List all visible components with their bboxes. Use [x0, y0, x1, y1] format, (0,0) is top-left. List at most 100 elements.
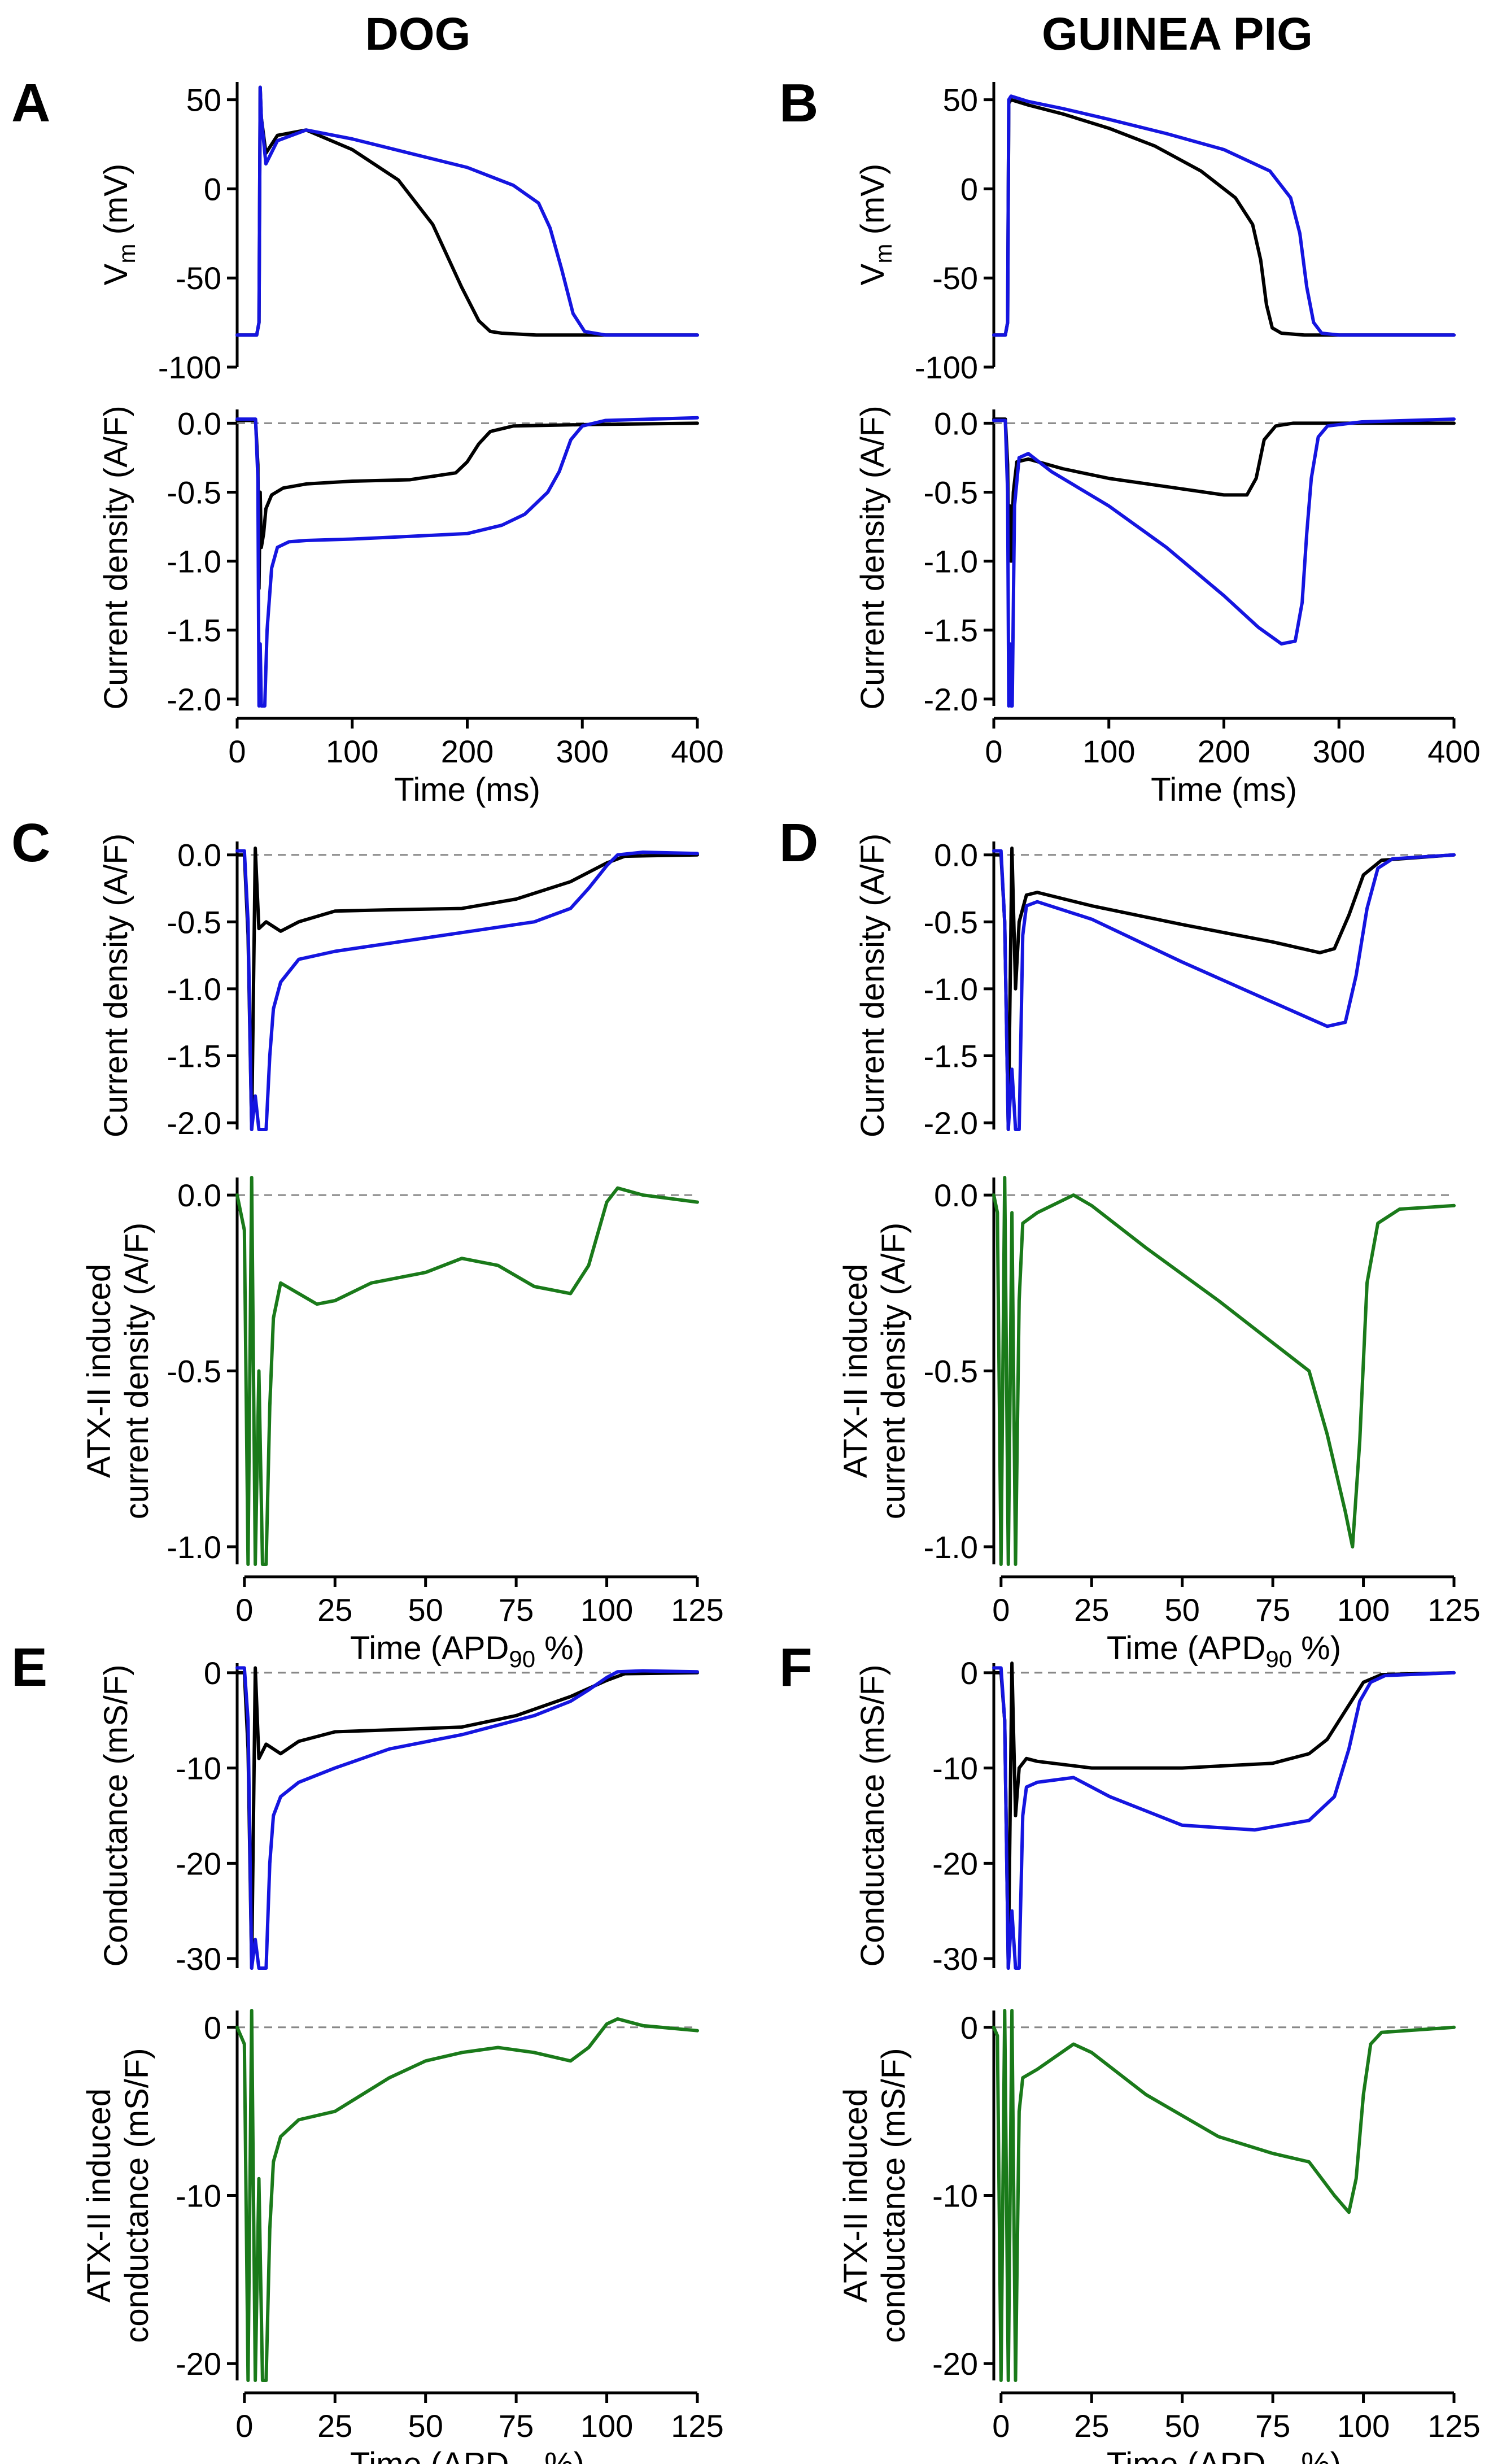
y-tick-label: -1.5 — [924, 1039, 979, 1074]
y-tick-label: -100 — [158, 350, 221, 385]
y-tick-label: -1.0 — [924, 1529, 979, 1565]
y-tick-label: 0.0 — [177, 405, 221, 441]
y-axis-label: ATX-II induced — [837, 2088, 874, 2302]
series-line-atx-ii-induced — [992, 1176, 1456, 1566]
y-tick-label: -100 — [915, 350, 978, 385]
x-axis-label: Time (APD90 %) — [350, 2446, 584, 2464]
x-tick-label: 200 — [1198, 734, 1250, 769]
y-tick-label: -2.0 — [924, 682, 979, 717]
x-tick-label: 50 — [1165, 1592, 1200, 1628]
y-tick-label: -20 — [932, 1846, 978, 1881]
subplot-f-2: 0 -10 -20 ATX-II induced conductance (mS/F) 0… — [837, 2009, 1481, 2464]
y-axis-label: Current density (A/F) — [98, 405, 134, 709]
series-line-atx-ii — [992, 1666, 1456, 1970]
subplot-e-2: 0 -10 -20 ATX-II induced conductance (mS/F) 0… — [81, 2009, 724, 2464]
x-tick-label: 400 — [1427, 734, 1480, 769]
x-tick-label: 50 — [1165, 2408, 1200, 2444]
subplot-d-2: 0.0 -0.5 -1.0 ATX-II induced current density… — [837, 1176, 1481, 1672]
series-line-control — [992, 1661, 1456, 1970]
series-line-atx-ii — [235, 849, 699, 1131]
y-axis-label: ATX-II induced — [81, 1264, 117, 1478]
y-tick-label: -0.5 — [924, 475, 979, 511]
y-axis-label: Vm (mV) — [98, 164, 140, 285]
x-tick-label: 0 — [985, 734, 1002, 769]
x-tick-label: 75 — [499, 1592, 534, 1628]
subplot-b-1: 50 0 -50 -100 Vm (mV) — [854, 82, 1456, 385]
x-tick-label: 100 — [580, 2408, 633, 2444]
x-axis-label: Time (ms) — [1151, 771, 1297, 808]
y-tick-label: -1.5 — [167, 613, 222, 648]
y-tick-label: 0 — [204, 2010, 221, 2046]
y-axis-label: Conductance (mS/F) — [854, 1664, 891, 1966]
panel-a: A 50 0 -50 -100 Vm (mV) 0.0 -0.5 -1.0 -1.5 -2.0 Cur… — [11, 73, 724, 808]
y-axis-label: Current density (A/F) — [98, 834, 134, 1137]
y-tick-label: 50 — [943, 82, 978, 118]
panel-letter-d: D — [779, 813, 818, 873]
x-tick-label: 300 — [556, 734, 609, 769]
y-tick-label: -1.0 — [924, 971, 979, 1007]
x-tick-label: 100 — [1082, 734, 1135, 769]
y-tick-label: 0 — [204, 1655, 221, 1691]
x-tick-label: 100 — [1337, 2408, 1390, 2444]
y-tick-label: -30 — [932, 1941, 978, 1977]
x-tick-label: 25 — [317, 1592, 352, 1628]
panel-letter-f: F — [779, 1637, 813, 1698]
column-title-dog: DOG — [365, 8, 471, 60]
x-tick-label: 0 — [235, 2408, 253, 2444]
y-tick-label: -50 — [176, 260, 221, 296]
x-tick-label: 0 — [992, 1592, 1010, 1628]
x-tick-label: 125 — [671, 1592, 723, 1628]
panel-letter-e: E — [11, 1637, 47, 1698]
panel-letter-a: A — [11, 73, 50, 133]
x-tick-label: 400 — [671, 734, 723, 769]
x-axis-label: Time (APD90 %) — [350, 1630, 584, 1672]
y-tick-label: -1.0 — [924, 544, 979, 579]
column-title-guinea-pig: GUINEA PIG — [1042, 8, 1313, 60]
x-axis-label: Time (APD90 %) — [1107, 1630, 1341, 1672]
x-tick-label: 300 — [1313, 734, 1365, 769]
series-line-control — [235, 846, 699, 1131]
y-tick-label: -1.0 — [167, 971, 222, 1007]
subplot-c-1: 0.0 -0.5 -1.0 -1.5 -2.0 Current density (A/F) — [98, 834, 699, 1141]
subplot-e-1: 0 -10 -20 -30 Conductance (mS/F) — [98, 1655, 699, 1977]
y-axis-label: ATX-II induced — [837, 1264, 874, 1478]
y-tick-label: -2.0 — [167, 1105, 222, 1141]
x-tick-label: 75 — [499, 2408, 534, 2444]
panel-d: D 0.0 -0.5 -1.0 -1.5 -2.0 Current density (A/F… — [779, 813, 1481, 1672]
y-tick-label: -30 — [176, 1941, 221, 1977]
panel-c: C 0.0 -0.5 -1.0 -1.5 -2.0 Current density (A/F… — [11, 813, 724, 1672]
x-tick-label: 25 — [1074, 1592, 1109, 1628]
series-line-control — [235, 1666, 699, 1970]
y-tick-label: -10 — [176, 1751, 221, 1786]
series-line-control — [992, 417, 1456, 563]
x-tick-label: 125 — [671, 2408, 723, 2444]
y-axis-label: Conductance (mS/F) — [98, 1664, 134, 1966]
y-tick-label: -2.0 — [167, 682, 222, 717]
y-tick-label: -20 — [176, 2346, 221, 2382]
subplot-d-1: 0.0 -0.5 -1.0 -1.5 -2.0 Current density (A/F) — [854, 834, 1456, 1141]
y-tick-label: 0.0 — [177, 1178, 221, 1213]
panel-letter-c: C — [11, 813, 50, 873]
subplot-a-1: 50 0 -50 -100 Vm (mV) — [98, 82, 699, 385]
y-tick-label: -20 — [932, 2346, 978, 2382]
series-line-atx-ii — [992, 849, 1456, 1131]
subplot-c-2: 0.0 -0.5 -1.0 ATX-II induced current density… — [81, 1176, 724, 1672]
y-tick-label: -0.5 — [924, 904, 979, 940]
subplot-a-2: 0.0 -0.5 -1.0 -1.5 -2.0 Current density (A/F)… — [98, 405, 724, 808]
x-axis-label: Time (ms) — [394, 771, 540, 808]
series-line-atx-ii — [235, 85, 699, 337]
y-axis-label: ATX-II induced — [81, 2088, 117, 2302]
y-tick-label: -2.0 — [924, 1105, 979, 1141]
x-tick-label: 0 — [235, 1592, 253, 1628]
subplot-b-2: 0.0 -0.5 -1.0 -1.5 -2.0 Current density (A/F)… — [854, 405, 1481, 808]
x-tick-label: 100 — [326, 734, 378, 769]
series-line-control — [992, 98, 1456, 337]
x-tick-label: 25 — [1074, 2408, 1109, 2444]
series-line-atx-ii-induced — [235, 2009, 699, 2382]
y-tick-label: -1.5 — [924, 613, 979, 648]
subplot-f-1: 0 -10 -20 -30 Conductance (mS/F) — [854, 1655, 1456, 1977]
series-line-atx-ii — [992, 94, 1456, 337]
y-tick-label: 0 — [960, 2010, 978, 2046]
x-tick-label: 200 — [441, 734, 494, 769]
